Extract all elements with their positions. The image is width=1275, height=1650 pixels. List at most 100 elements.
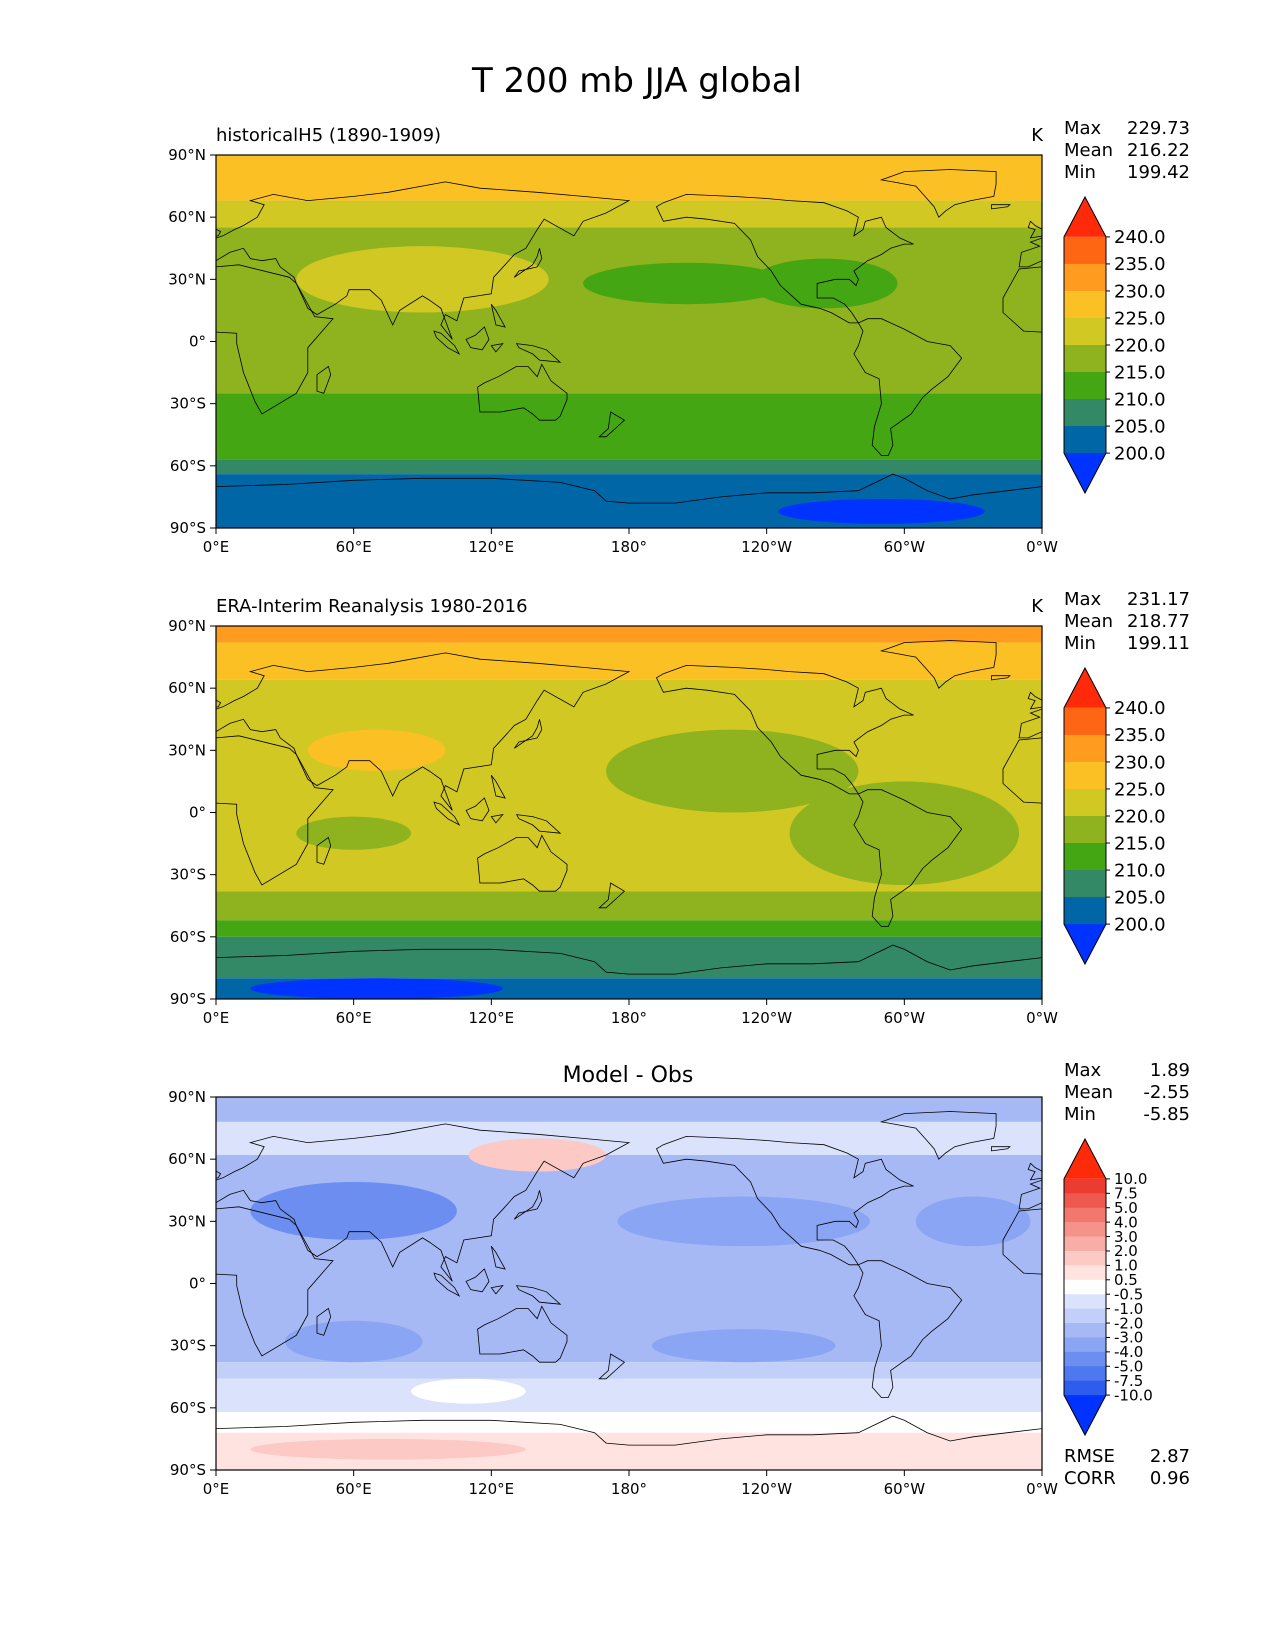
colorbar-segment-6 [1064,1265,1106,1281]
coastline-australia [477,1305,568,1363]
colorbar-segment-7 [1064,426,1106,454]
stat-value-min: 199.11 [1127,633,1190,654]
x-tick-label: 180° [611,1480,647,1498]
colorbar-extend-max [1064,197,1106,237]
field-anomaly-5 [284,1320,423,1363]
colorbar-segment-0 [1064,236,1106,265]
colorbar-label: 220.0 [1114,806,1166,827]
stat-label-max: Max [1064,589,1102,610]
field-band-2 [216,227,1042,394]
coastline-philippines [490,774,506,799]
y-tick-label: 0° [189,333,206,351]
colorbar: -10.0-7.5-5.0-4.0-3.0-2.0-1.0-0.50.51.02… [1063,1137,1153,1437]
panel-historical: historicalH5 (1890-1909) K Max 229.73 Me… [216,118,1190,183]
coastline-borneo [465,1268,490,1293]
colorbar-segment-3 [1064,317,1106,346]
coastline-britain [216,1170,222,1179]
field-anomaly-4 [651,1329,836,1363]
metric-value-corr: 0.96 [1150,1468,1190,1489]
field-anomaly-0 [307,729,446,772]
colorbar-label: 230.0 [1114,281,1166,302]
colorbar-label: 5.0 [1114,1199,1138,1217]
coastline-iceland [991,1146,1011,1152]
metric-label-corr: CORR [1064,1468,1116,1489]
colorbar-label: 240.0 [1114,227,1166,248]
panel-title-diff: Model - Obs [563,1063,694,1088]
colorbar-label: -3.0 [1114,1329,1143,1347]
panel-era-interim: ERA-Interim Reanalysis 1980-2016 K Max 2… [216,589,1190,654]
colorbar-segment-1 [1064,734,1106,763]
field-band-0 [216,626,1042,643]
colorbar-segment-6 [1064,870,1106,898]
colorbar-segment-7 [1064,897,1106,925]
colorbar: 200.0 205.0 210.0 215.0 220.0 225.0 230.0 235.0… [1063,195,1166,495]
colorbar-label: 10.0 [1114,1170,1147,1188]
y-tick-label: 90°S [170,519,206,537]
colorbar-extend-min [1064,1395,1106,1435]
colorbar-segment-4 [1064,1236,1106,1252]
y-tick-label: 90°S [170,1461,206,1479]
panel-title-historical: historicalH5 (1890-1909) [216,125,441,146]
coastline-britain [216,228,222,237]
x-tick-label: 180° [611,538,647,556]
colorbar-label: 230.0 [1114,752,1166,773]
colorbar-extend-max [1064,668,1106,708]
field-band-1 [216,200,1042,228]
coastline-borneo2 [490,1285,504,1295]
colorbar-segment-0 [1064,1178,1106,1194]
colorbar-label: -7.5 [1114,1372,1143,1390]
coastline-sumatra [433,1272,461,1297]
stats-diff: Max 1.89 Mean -2.55 Min -5.85 [1064,1060,1190,1125]
colorbar-segment-2 [1064,290,1106,319]
y-tick-label: 60°S [170,928,206,946]
field-anomaly-1 [583,262,790,305]
coastline-japan [513,719,543,749]
map-field [216,155,1042,528]
stat-value-max: 231.17 [1127,589,1190,610]
colorbar-label: -4.0 [1114,1343,1143,1361]
colorbar-segment-7 [1064,1279,1106,1295]
stat-label-min: Min [1064,162,1096,183]
field-band-4 [216,920,1042,937]
stat-label-mean: Mean [1064,611,1113,632]
coastline-samerica [853,318,963,456]
colorbar-label: 235.0 [1114,254,1166,275]
x-tick-label: 60°W [884,1009,926,1027]
colorbar-label: 225.0 [1114,308,1166,329]
x-tick-label: 0°W [1026,538,1058,556]
coastline-newguinea [515,814,562,834]
panel-title-era-interim: ERA-Interim Reanalysis 1980-2016 [216,596,528,617]
colorbar-label: 1.0 [1114,1257,1138,1275]
stat-label-mean: Mean [1064,140,1113,161]
coastlines [216,1111,1042,1470]
coastline-namerica [655,664,914,795]
coastline-philippines [490,1245,506,1270]
colorbar-segment-11 [1064,1337,1106,1353]
colorbar-segment-2 [1064,761,1106,790]
coastline-newzealand [598,882,626,909]
field-anomaly-5 [250,978,503,999]
field-anomaly-0 [468,1138,607,1172]
x-tick-label: 120°E [469,1009,515,1027]
field-band-0 [216,1097,1042,1122]
coastline-antarctica [216,1415,1042,1470]
coastline-namerica [655,193,914,324]
field-band-0 [216,155,1042,201]
stat-label-max: Max [1064,1060,1102,1081]
x-tick-label: 60°E [336,538,372,556]
field-anomaly-2 [617,1196,870,1247]
stat-value-mean: 218.77 [1127,611,1190,632]
x-tick-label: 60°E [336,1480,372,1498]
stats-historical: Max 229.73 Mean 216.22 Min 199.42 [1064,118,1190,183]
x-tick-label: 60°W [884,538,926,556]
y-tick-label: 30°S [170,1337,206,1355]
coastline-africa [216,735,334,886]
colorbar-label: 205.0 [1114,416,1166,437]
map-panel-1: 0°E 60°E 120°E 180° 120°W 60°W 0°W 90°N 60°N 30°N… [168,617,1166,1027]
colorbar-label: -10.0 [1114,1386,1153,1404]
coastline-antarctica [216,473,1042,528]
colorbar-label: 210.0 [1114,389,1166,410]
colorbar-segment-8 [1064,1294,1106,1310]
y-tick-label: 90°S [170,990,206,1008]
